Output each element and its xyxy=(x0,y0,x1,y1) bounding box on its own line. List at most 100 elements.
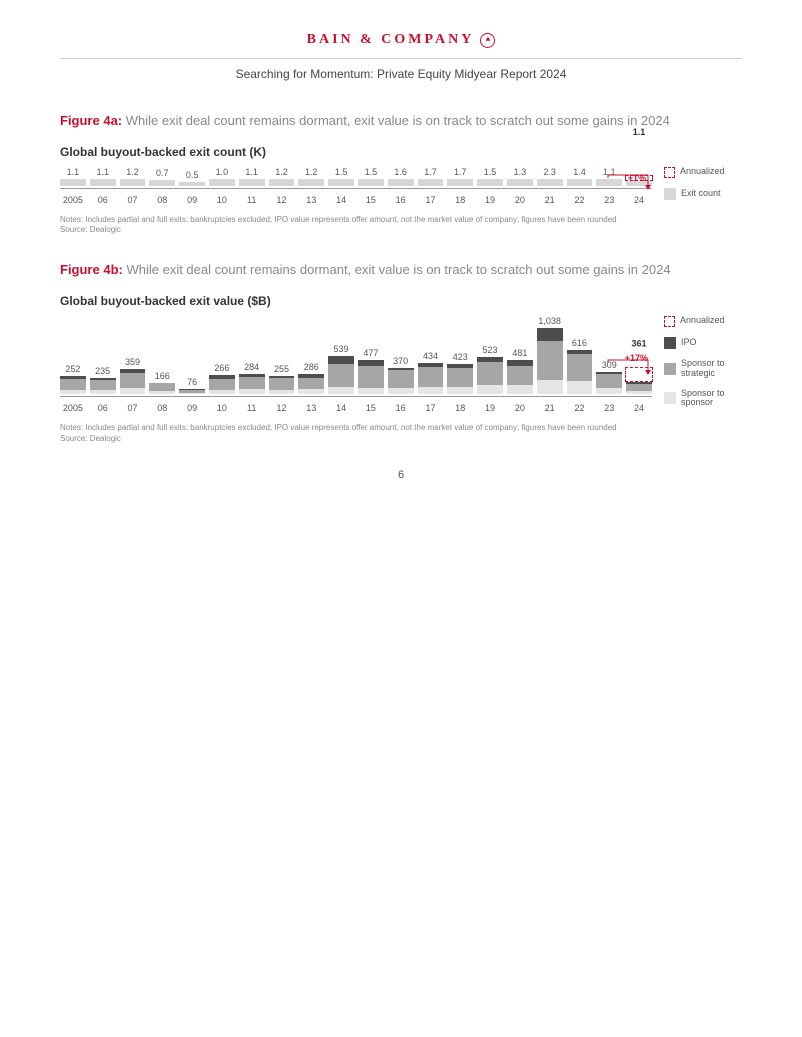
legend-label: Sponsor to strategic xyxy=(681,359,742,379)
chart-a-bar-segment xyxy=(388,179,414,186)
chart-b-bar-segment xyxy=(418,387,444,394)
chart-b-bar-segment xyxy=(537,341,563,381)
chart-b-bar-value-label: 284 xyxy=(244,362,259,372)
chart-b-bar-value-label: 477 xyxy=(363,348,378,358)
chart-b-bar: 481 xyxy=(507,316,533,395)
chart-a-bar-segment xyxy=(60,179,86,186)
chart-a-bar: 1.1 xyxy=(60,167,86,186)
chart-a-bar: 1.3 xyxy=(507,167,533,186)
chart-b-bar-segment xyxy=(567,354,593,381)
chart-b-xaxis: 2005060708091011121314151617181920212223… xyxy=(60,403,652,413)
chart-b-bar-segment xyxy=(120,373,146,388)
chart-b-bar-segment xyxy=(239,377,265,389)
chart-b-bar-segment xyxy=(626,384,652,391)
chart-b-bar: 477 xyxy=(358,316,384,395)
chart-b-bar: 166 xyxy=(149,316,175,395)
chart-a-bar: 1.5 xyxy=(328,167,354,186)
chart-b-bar-segment xyxy=(418,367,444,387)
chart-b-bar-value-label: 423 xyxy=(453,352,468,362)
chart-a-x-tick: 14 xyxy=(328,195,354,205)
legend-label: Annualized xyxy=(680,167,725,177)
chart-b-bar: 309 xyxy=(596,316,622,395)
figure-4b-text: While exit deal count remains dormant, e… xyxy=(126,262,670,277)
chart-a-x-tick: 20 xyxy=(507,195,533,205)
chart-a-bar-segment xyxy=(149,180,175,185)
chart-b-bar: 235 xyxy=(90,316,116,395)
chart-a-x-tick: 11 xyxy=(239,195,265,205)
page-number: 6 xyxy=(60,469,742,481)
chart-a-x-tick: 15 xyxy=(358,195,384,205)
legend-swatch xyxy=(664,363,676,375)
chart-b-wrap: 2522353591667626628425528653947737043442… xyxy=(60,316,742,414)
chart-b-bar-segment xyxy=(209,379,235,390)
chart-a-pct-change: +1% xyxy=(628,173,646,183)
chart-a-bar-segment xyxy=(567,179,593,186)
chart-b-bar-value-label: 235 xyxy=(95,366,110,376)
chart-b-bar: 76 xyxy=(179,316,205,395)
chart-a-bar: 1.1 xyxy=(596,167,622,186)
chart-b-x-tick: 14 xyxy=(328,403,354,413)
chart-b-bar: 370 xyxy=(388,316,414,395)
chart-a-bar: 0.7 xyxy=(149,167,175,186)
chart-b-bar: 423 xyxy=(447,316,473,395)
chart-a-bar-segment xyxy=(328,179,354,186)
chart-a-bar-value-label: 1.6 xyxy=(394,167,407,177)
chart-b-bar-segment xyxy=(90,380,116,390)
chart-a-x-tick: 08 xyxy=(149,195,175,205)
legend-swatch xyxy=(664,316,675,327)
chart-b-bar: 1,038 xyxy=(537,316,563,395)
chart-b-bar-segment xyxy=(447,368,473,387)
chart-b-bar-value-label: 370 xyxy=(393,356,408,366)
chart-b-legend-item: Sponsor to strategic xyxy=(664,359,742,379)
chart-b-x-tick: 24 xyxy=(626,403,652,413)
chart-b-x-tick: 21 xyxy=(537,403,563,413)
chart-a-bar: 1.1 xyxy=(90,167,116,186)
brand-header: BAIN & COMPANY xyxy=(60,30,742,59)
chart-b-bar-segment xyxy=(447,387,473,394)
chart-b-x-tick: 2005 xyxy=(60,403,86,413)
chart-b-bar-segment xyxy=(596,374,622,387)
chart-b-legend-item: Sponsor to sponsor xyxy=(664,389,742,409)
chart-b-bar-value-label: 359 xyxy=(125,357,140,367)
chart-a-x-tick: 12 xyxy=(269,195,295,205)
page-root: BAIN & COMPANY Searching for Momentum: P… xyxy=(0,0,802,501)
chart-b-x-tick: 07 xyxy=(120,403,146,413)
legend-label: Exit count xyxy=(681,189,721,199)
chart-a-bar-value-label: 0.7 xyxy=(156,168,169,178)
chart-b-bar-segment xyxy=(626,391,652,395)
chart-b-annualized-outline xyxy=(625,367,653,382)
chart-a-bar-value-label: 0.5 xyxy=(186,170,199,180)
chart-a-bar-value-label: 1.4 xyxy=(573,167,586,177)
chart-b-bar-value-label: 434 xyxy=(423,351,438,361)
chart-b-bar: 255 xyxy=(269,316,295,395)
chart-a-legend-item: Exit count xyxy=(664,188,742,200)
chart-b-x-tick: 06 xyxy=(90,403,116,413)
chart-a-bar-value-label: 1.1 xyxy=(245,167,258,177)
chart-a-bar-segment xyxy=(358,179,384,186)
chart-a-bar-segment xyxy=(298,179,324,186)
legend-label: IPO xyxy=(681,338,697,348)
legend-swatch xyxy=(664,337,676,349)
chart-b-notes-line: Notes: Includes partial and full exits; … xyxy=(60,423,742,433)
chart-b-bar-segment xyxy=(358,388,384,395)
chart-b-bar: 286 xyxy=(298,316,324,395)
chart-a-bar-segment xyxy=(537,179,563,186)
figure-4a-text: While exit deal count remains dormant, e… xyxy=(126,113,670,128)
chart-b-bar-segment xyxy=(179,393,205,394)
chart-b-bar-segment xyxy=(477,385,503,395)
chart-b-bar: 359 xyxy=(120,316,146,395)
chart-b-x-tick: 10 xyxy=(209,403,235,413)
chart-b-x-tick: 12 xyxy=(269,403,295,413)
chart-b-x-tick: 19 xyxy=(477,403,503,413)
chart-b-bar-segment xyxy=(90,390,116,394)
chart-b-bar-segment xyxy=(328,387,354,395)
chart-b-bar-segment xyxy=(477,362,503,385)
chart-a-x-tick: 23 xyxy=(596,195,622,205)
chart-a-bar-segment xyxy=(507,179,533,186)
chart-a-bar-segment xyxy=(179,182,205,186)
chart-a-bar-value-label: 1.2 xyxy=(305,167,318,177)
chart-a-bar-value-label: 1.7 xyxy=(424,167,437,177)
chart-b-bar-value-label: 286 xyxy=(304,362,319,372)
chart-a-x-tick: 18 xyxy=(447,195,473,205)
chart-b-bar: 616 xyxy=(567,316,593,395)
